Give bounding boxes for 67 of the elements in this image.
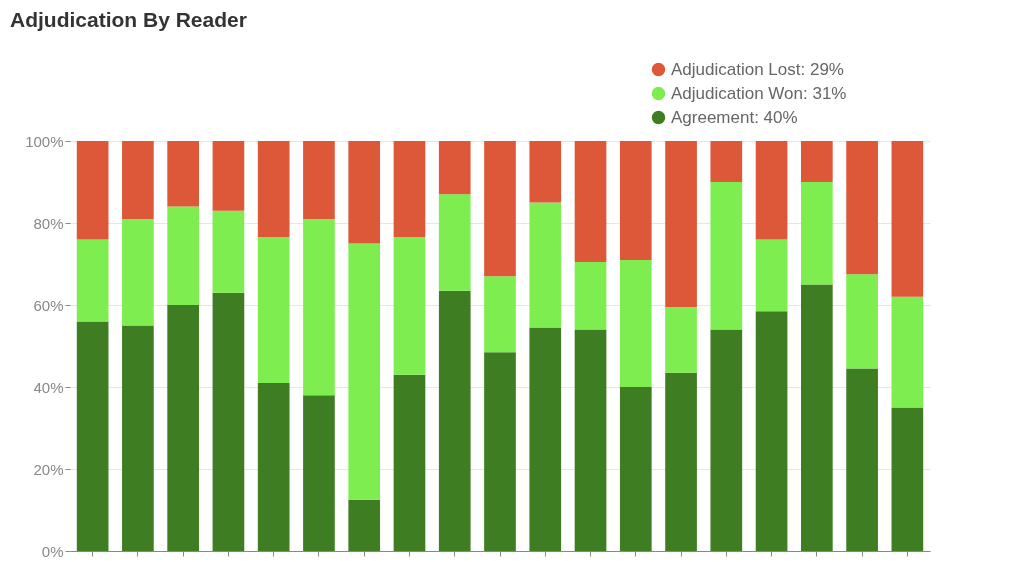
bar	[755, 141, 788, 240]
bar	[710, 141, 743, 182]
bar	[529, 141, 562, 203]
bar	[212, 292, 245, 551]
bar	[76, 321, 109, 551]
bar	[257, 237, 290, 383]
bar	[755, 311, 788, 551]
bar	[303, 218, 335, 396]
bar	[619, 387, 652, 551]
bar	[167, 305, 199, 551]
bar	[846, 274, 878, 369]
bar	[484, 276, 516, 353]
bar	[257, 382, 290, 551]
bar	[438, 290, 471, 551]
bar	[574, 261, 607, 330]
bar	[438, 141, 471, 195]
y-tick-label: 100%	[25, 132, 64, 150]
bar	[303, 141, 335, 219]
bar	[665, 372, 697, 551]
bar	[665, 307, 697, 373]
bar	[348, 141, 381, 244]
bar	[891, 141, 924, 297]
bar	[710, 182, 743, 330]
bar	[122, 218, 154, 326]
bar	[212, 210, 245, 293]
bar	[303, 395, 335, 551]
bar	[574, 141, 607, 262]
bar	[393, 374, 426, 551]
y-tick-label: 0%	[41, 542, 64, 560]
legend-label: Agreement: 40%	[671, 107, 798, 127]
y-tick-label: 40%	[33, 378, 64, 396]
bar	[846, 141, 878, 275]
chart-title: Adjudication By Reader	[10, 8, 247, 31]
bar	[665, 141, 697, 308]
bar	[574, 329, 607, 551]
bar	[393, 237, 426, 375]
bar	[891, 407, 924, 551]
bar	[122, 325, 154, 551]
legend-label: Adjudication Won: 31%	[671, 83, 847, 103]
bar	[529, 202, 562, 328]
bar	[484, 141, 516, 277]
bar	[619, 141, 652, 260]
bar	[484, 352, 516, 551]
legend-label: Adjudication Lost: 29%	[671, 59, 844, 79]
bar	[167, 141, 199, 207]
bar	[801, 182, 833, 285]
y-tick-label: 20%	[33, 460, 64, 478]
bar	[76, 141, 109, 240]
bar	[710, 329, 743, 551]
bar	[212, 141, 245, 211]
bar	[801, 284, 833, 551]
y-tick-label: 80%	[33, 214, 64, 232]
bar	[122, 141, 154, 219]
bar	[846, 368, 878, 551]
bar	[755, 239, 788, 312]
bar	[348, 499, 381, 551]
y-tick-label: 60%	[33, 296, 64, 314]
bar	[76, 239, 109, 322]
bar	[167, 206, 199, 305]
bar	[393, 141, 426, 238]
bar	[438, 194, 471, 291]
bar	[529, 327, 562, 551]
bar	[891, 296, 924, 408]
bar	[348, 243, 381, 500]
bar	[257, 141, 290, 238]
bar	[619, 259, 652, 387]
bar	[801, 141, 833, 182]
